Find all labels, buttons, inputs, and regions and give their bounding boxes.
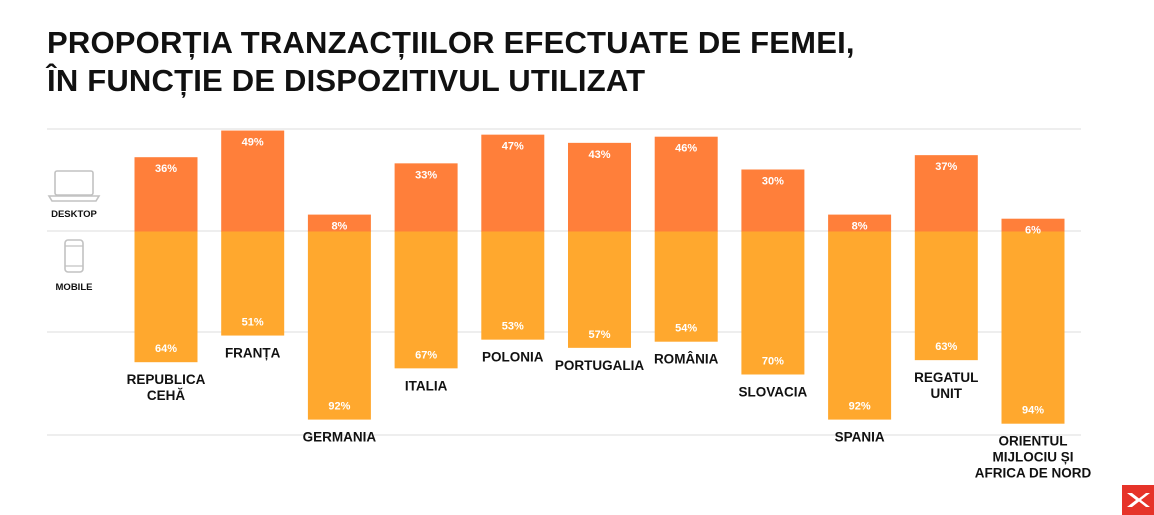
bar-mobile: [221, 231, 285, 336]
mobile-value-label: 57%: [588, 329, 610, 341]
bar-value-labels: 36% 64% 49% 51% 8% 92% 33% 67% 47% 53% 43% 57% 46% 54…: [155, 137, 1044, 417]
category-label: CEHĂ: [147, 388, 186, 403]
category-label: MIJLOCIU ȘI: [992, 450, 1073, 465]
grid-lines: [47, 128, 1081, 436]
bar-mobile: [481, 231, 545, 340]
mobile-value-label: 70%: [762, 356, 784, 368]
mobile-value-label: 51%: [242, 317, 264, 329]
category-label: ITALIA: [405, 378, 448, 393]
category-label: REGATUL: [914, 370, 978, 385]
desktop-value-label: 36%: [155, 163, 177, 175]
desktop-value-label: 43%: [588, 149, 610, 161]
legend-desktop-label: DESKTOP: [51, 209, 97, 220]
desktop-value-label: 6%: [1025, 225, 1041, 237]
mobile-value-label: 53%: [502, 321, 524, 333]
category-label: UNIT: [931, 386, 963, 401]
category-label: ORIENTUL: [999, 434, 1068, 449]
mobile-value-label: 67%: [415, 349, 437, 361]
laptop-icon: [47, 170, 101, 202]
bars: [134, 130, 1065, 424]
bar-desktop: [741, 169, 805, 232]
category-label: ROMÂNIA: [654, 352, 719, 367]
bar-desktop: [307, 214, 371, 232]
category-label: GERMANIA: [303, 430, 377, 445]
category-label: REPUBLICA: [127, 372, 206, 387]
bar-desktop: [828, 214, 892, 232]
desktop-value-label: 37%: [935, 161, 957, 173]
desktop-value-label: 8%: [852, 221, 868, 233]
desktop-value-label: 46%: [675, 143, 697, 155]
bar-desktop: [914, 155, 978, 232]
category-label: PORTUGALIA: [555, 358, 644, 373]
brand-logo-icon: [1122, 485, 1154, 515]
desktop-value-label: 49%: [242, 137, 264, 149]
desktop-value-label: 33%: [415, 169, 437, 181]
bar-mobile: [394, 231, 458, 369]
bar-desktop: [481, 134, 545, 232]
bar-mobile: [914, 231, 978, 361]
category-label: SPANIA: [835, 430, 885, 445]
mobile-value-label: 92%: [328, 401, 350, 413]
chart-title: PROPORȚIA TRANZACȚIILOR EFECTUATE DE FEM…: [47, 24, 855, 100]
category-label: AFRICA DE NORD: [975, 466, 1092, 481]
category-label: SLOVACIA: [739, 385, 808, 400]
smartphone-icon: [64, 239, 84, 273]
bar-mobile: [1001, 231, 1065, 424]
mobile-value-label: 63%: [935, 341, 957, 353]
mobile-value-label: 54%: [675, 323, 697, 335]
mobile-value-label: 64%: [155, 343, 177, 355]
desktop-value-label: 8%: [331, 221, 347, 233]
legend-mobile-label: MOBILE: [56, 282, 93, 293]
bar-desktop: [568, 142, 631, 232]
bar-mobile: [134, 231, 198, 363]
category-label: FRANȚA: [225, 346, 281, 361]
bar-desktop: [1001, 218, 1065, 232]
bar-mobile: [307, 231, 371, 420]
bar-desktop: [394, 163, 458, 232]
bar-mobile: [741, 231, 805, 375]
chart-title-line-1: PROPORȚIA TRANZACȚIILOR EFECTUATE DE FEM…: [47, 25, 855, 60]
category-label: POLONIA: [482, 350, 544, 365]
bar-desktop: [654, 136, 718, 232]
bar-mobile: [828, 231, 892, 420]
mobile-value-label: 92%: [849, 401, 871, 413]
desktop-value-label: 47%: [502, 141, 524, 153]
desktop-value-label: 30%: [762, 176, 784, 188]
bar-mobile: [568, 231, 631, 348]
bar-mobile: [654, 231, 718, 342]
bar-desktop: [134, 157, 198, 232]
mobile-value-label: 94%: [1022, 405, 1044, 417]
bar-desktop: [221, 130, 285, 232]
chart-title-line-2: ÎN FUNCȚIE DE DISPOZITIVUL UTILIZAT: [47, 63, 646, 98]
legend: DESKTOP MOBILE: [47, 170, 101, 293]
